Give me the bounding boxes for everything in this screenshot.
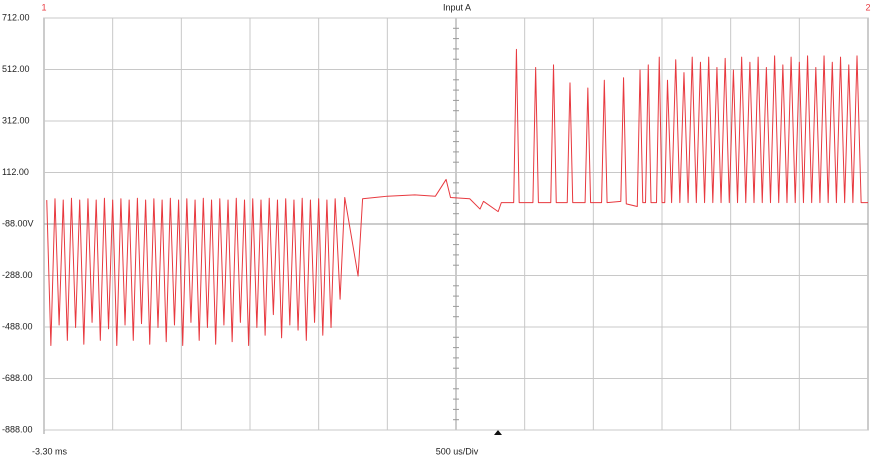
- y-tick-label: 712.00: [2, 12, 30, 22]
- y-tick-label: -288.00: [2, 270, 33, 280]
- trigger-marker: [494, 430, 502, 435]
- y-tick-label: 112.00: [2, 167, 29, 177]
- y-tick-label: -888.00: [2, 424, 33, 434]
- y-tick-label: 312.00: [2, 115, 30, 125]
- y-tick-label: 512.00: [2, 64, 30, 74]
- y-tick-label: -488.00: [2, 321, 33, 331]
- channel-marker: 1: [41, 2, 46, 12]
- waveform: [46, 48, 868, 347]
- y-tick-label: -88.00V: [2, 218, 34, 228]
- chart-title: Input A: [443, 2, 471, 12]
- y-tick-label: -688.00: [2, 373, 33, 383]
- x-tick-label: -3.30 ms: [32, 446, 68, 456]
- channel-marker: 2: [865, 2, 870, 12]
- x-axis-label: 500 us/Div: [436, 446, 479, 456]
